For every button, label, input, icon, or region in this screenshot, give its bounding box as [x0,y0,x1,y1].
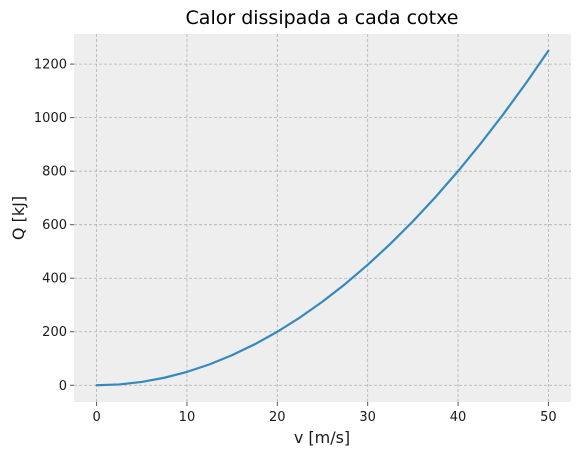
series-layer [95,49,550,387]
x-tick-label: 40 [450,410,467,425]
y-tick-label: 800 [42,165,67,180]
series-line [95,49,550,387]
x-tick-label: 0 [92,410,100,425]
ticks: 0 10 20 30 40 50 0 200 400 600 800 1000 1200 [34,58,557,425]
y-axis-label: Q [kJ] [9,196,28,240]
y-tick-label: 1000 [34,111,67,126]
y-tick-label: 600 [42,218,67,233]
y-tick-label: 0 [59,379,67,394]
y-tick-label: 200 [42,325,67,340]
y-tick-label: 400 [42,272,67,287]
plot-background [74,34,571,402]
x-tick-label: 20 [269,410,286,425]
chart-title: Calor dissipada a cada cotxe [186,7,459,29]
x-axis-label: v [m/s] [294,428,350,447]
y-tick-label: 1200 [34,58,67,73]
grid-lines [74,34,571,402]
x-tick-label: 30 [359,410,376,425]
x-tick-label: 50 [540,410,557,425]
x-tick-label: 10 [179,410,196,425]
